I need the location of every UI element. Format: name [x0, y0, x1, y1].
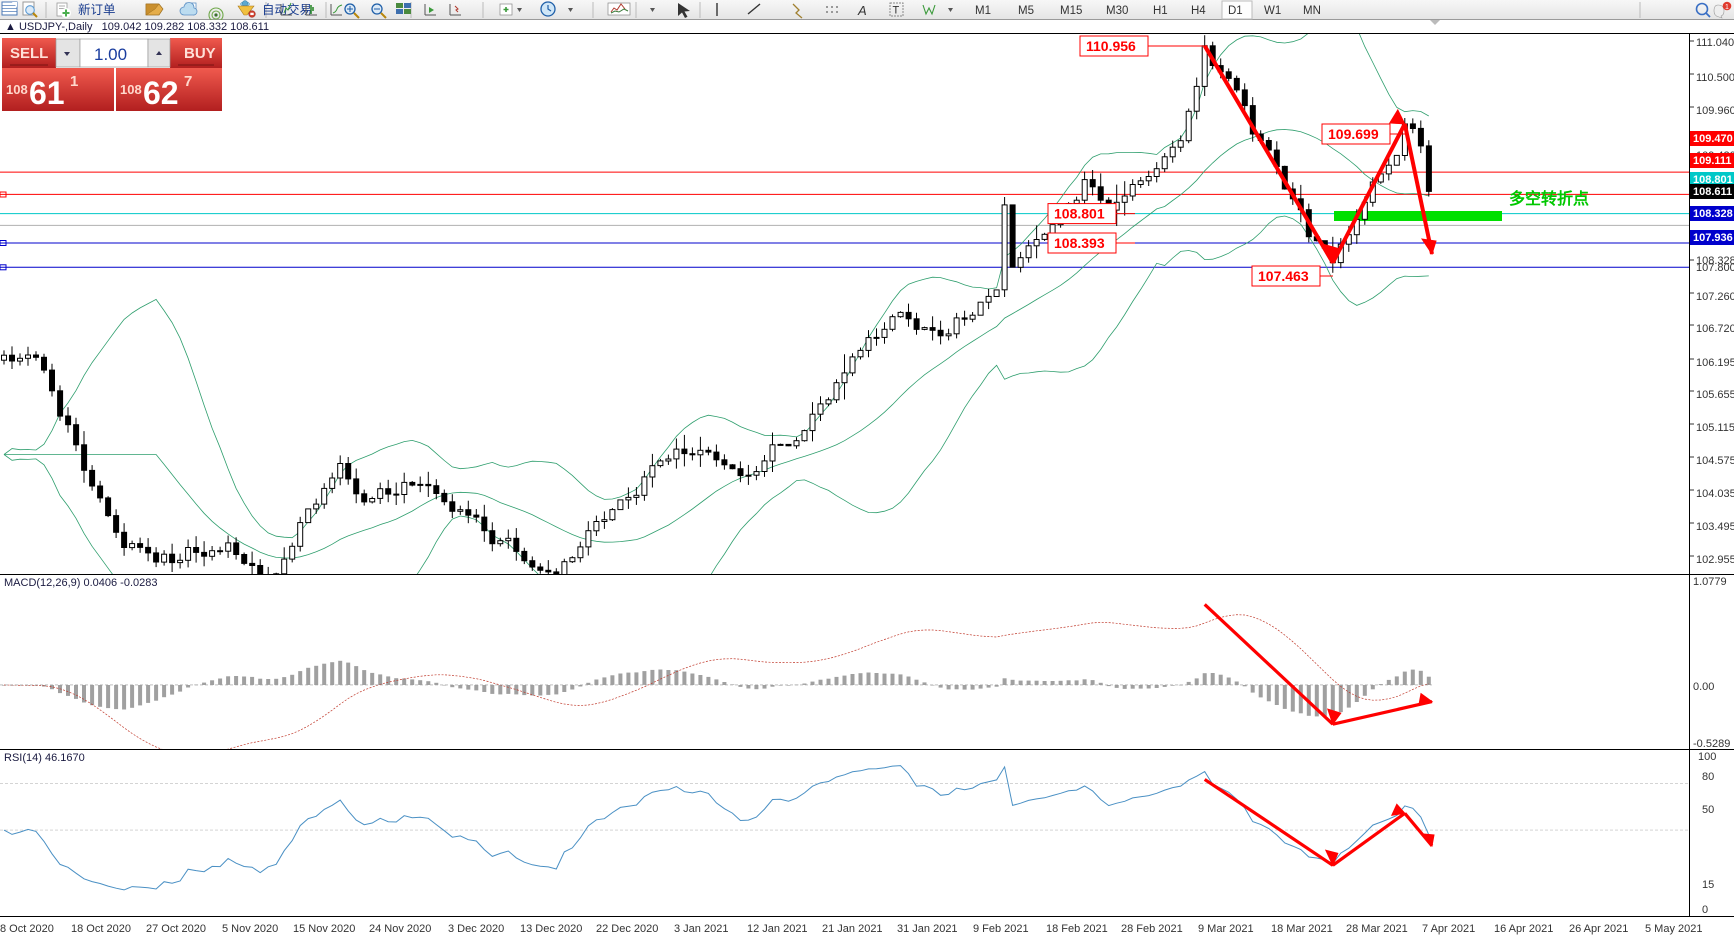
- svg-text:13 Dec 2020: 13 Dec 2020: [520, 923, 582, 935]
- svg-text:BUY: BUY: [184, 45, 216, 62]
- svg-text:5 Nov 2020: 5 Nov 2020: [222, 923, 278, 935]
- svg-text:18 Oct 2020: 18 Oct 2020: [71, 923, 131, 935]
- svg-text:1: 1: [1725, 4, 1729, 11]
- svg-text:M5: M5: [1018, 5, 1034, 17]
- svg-text:108: 108: [120, 82, 142, 97]
- svg-text:105.655: 105.655: [1696, 389, 1734, 401]
- svg-text:21 Jan 2021: 21 Jan 2021: [822, 923, 883, 935]
- svg-text:107.463: 107.463: [1258, 268, 1309, 284]
- svg-text:80: 80: [1702, 771, 1714, 783]
- svg-text:107.260: 107.260: [1696, 291, 1734, 303]
- svg-text:100: 100: [1698, 751, 1716, 763]
- svg-text:7 Apr 2021: 7 Apr 2021: [1422, 923, 1475, 935]
- svg-text:111.040: 111.040: [1696, 37, 1734, 49]
- svg-text:15: 15: [1702, 879, 1714, 891]
- svg-text:M30: M30: [1106, 5, 1128, 17]
- svg-text:27 Oct 2020: 27 Oct 2020: [146, 923, 206, 935]
- svg-text:24 Nov 2020: 24 Nov 2020: [369, 923, 431, 935]
- svg-text:18 Mar 2021: 18 Mar 2021: [1271, 923, 1333, 935]
- svg-text:108.801: 108.801: [1054, 206, 1105, 222]
- svg-text:110.500: 110.500: [1696, 72, 1734, 84]
- svg-text:108: 108: [6, 82, 28, 97]
- svg-text:MN: MN: [1303, 5, 1321, 17]
- svg-text:102.955: 102.955: [1696, 554, 1734, 566]
- svg-text:31 Jan 2021: 31 Jan 2021: [897, 923, 958, 935]
- svg-text:28 Feb 2021: 28 Feb 2021: [1121, 923, 1183, 935]
- svg-text:12 Jan 2021: 12 Jan 2021: [747, 923, 808, 935]
- svg-text:109.960: 109.960: [1696, 105, 1734, 117]
- svg-text:61: 61: [29, 75, 65, 111]
- svg-text:22 Dec 2020: 22 Dec 2020: [596, 923, 658, 935]
- svg-text:SELL: SELL: [10, 45, 48, 62]
- svg-text:106.195: 106.195: [1696, 357, 1734, 369]
- svg-text:3 Dec 2020: 3 Dec 2020: [448, 923, 504, 935]
- svg-text:28 Mar 2021: 28 Mar 2021: [1346, 923, 1408, 935]
- svg-text:106.720: 106.720: [1696, 323, 1734, 335]
- svg-text:109.111: 109.111: [1693, 155, 1732, 167]
- svg-text:1: 1: [70, 73, 78, 90]
- svg-text:104.035: 104.035: [1696, 488, 1734, 500]
- svg-text:H1: H1: [1153, 5, 1168, 17]
- svg-text:18 Feb 2021: 18 Feb 2021: [1046, 923, 1108, 935]
- svg-text:105.115: 105.115: [1696, 422, 1734, 434]
- svg-text:108.393: 108.393: [1054, 235, 1105, 251]
- svg-text:110.956: 110.956: [1086, 38, 1136, 54]
- svg-text:107.936: 107.936: [1693, 232, 1733, 244]
- svg-text:26 Apr 2021: 26 Apr 2021: [1569, 923, 1628, 935]
- svg-text:3 Jan 2021: 3 Jan 2021: [674, 923, 728, 935]
- svg-text:H4: H4: [1191, 5, 1206, 17]
- svg-text:109.699: 109.699: [1328, 126, 1379, 142]
- svg-text:5 May 2021: 5 May 2021: [1645, 923, 1702, 935]
- svg-text:A: A: [857, 3, 867, 18]
- svg-text:107.800: 107.800: [1696, 262, 1734, 274]
- svg-text:D1: D1: [1228, 5, 1243, 17]
- svg-text:9 Feb 2021: 9 Feb 2021: [973, 923, 1029, 935]
- svg-text:新订单: 新订单: [78, 2, 116, 17]
- svg-text:0.00: 0.00: [1693, 681, 1714, 693]
- svg-text:108.328: 108.328: [1693, 208, 1733, 220]
- svg-text:M15: M15: [1060, 5, 1082, 17]
- svg-text:62: 62: [143, 75, 179, 111]
- svg-text:103.495: 103.495: [1696, 521, 1734, 533]
- svg-text:0: 0: [1702, 904, 1708, 916]
- svg-text:1.00: 1.00: [94, 45, 127, 64]
- svg-text:8 Oct 2020: 8 Oct 2020: [0, 923, 54, 935]
- svg-text:1.0779: 1.0779: [1693, 576, 1727, 588]
- svg-text:15 Nov 2020: 15 Nov 2020: [293, 923, 355, 935]
- svg-text:108.611: 108.611: [1693, 186, 1732, 198]
- svg-text:50: 50: [1702, 804, 1714, 816]
- svg-text:T: T: [893, 5, 900, 17]
- svg-text:16 Apr 2021: 16 Apr 2021: [1494, 923, 1553, 935]
- svg-text:104.575: 104.575: [1696, 455, 1734, 467]
- svg-text:7: 7: [184, 73, 192, 90]
- svg-text:9 Mar 2021: 9 Mar 2021: [1198, 923, 1254, 935]
- svg-text:-0.5289: -0.5289: [1693, 738, 1730, 750]
- svg-text:W1: W1: [1264, 5, 1281, 17]
- svg-text:M1: M1: [975, 5, 991, 17]
- svg-text:109.470: 109.470: [1693, 133, 1733, 145]
- svg-text:多空转折点: 多空转折点: [1509, 189, 1589, 208]
